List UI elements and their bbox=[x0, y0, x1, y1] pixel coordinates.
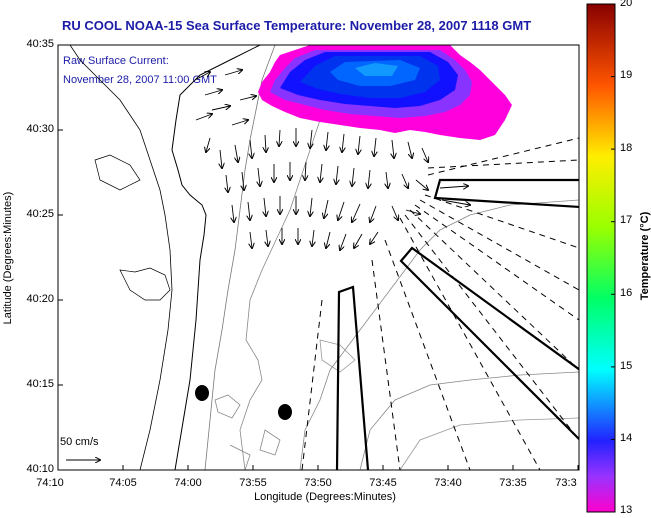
bathymetry-contour bbox=[299, 199, 579, 470]
x-tick-label: 73:50 bbox=[304, 477, 332, 489]
station-marker bbox=[278, 404, 292, 420]
x-tick-label: 73:55 bbox=[239, 477, 267, 489]
colorbar-tick-label: 15 bbox=[620, 360, 633, 372]
colorbar-tick-label: 18 bbox=[620, 142, 633, 154]
bathymetry-contour bbox=[229, 444, 251, 470]
y-tick-label: 40:30 bbox=[26, 123, 54, 135]
x-axis-label: Longitude (Degrees:Minutes) bbox=[254, 491, 396, 503]
x-tick-label: 73:3 bbox=[555, 477, 577, 489]
y-tick-label: 40:10 bbox=[26, 463, 54, 475]
subtitle-line-1: Raw Surface Current: bbox=[63, 55, 169, 67]
y-axis-label: Latitude (Degrees:Minutes) bbox=[2, 191, 14, 325]
colorbar-tick-label: 14 bbox=[620, 432, 633, 444]
bathymetry-contour bbox=[319, 339, 356, 373]
bathymetry-contour bbox=[214, 394, 241, 419]
y-tick-label: 40:35 bbox=[26, 38, 54, 50]
coastline bbox=[171, 45, 261, 470]
colorbar-tick-label: 19 bbox=[620, 69, 633, 81]
coastline-inner bbox=[69, 45, 173, 470]
colorbar-tick-label: 13 bbox=[620, 504, 633, 516]
y-tick-label: 40:25 bbox=[26, 208, 54, 220]
map-title: RU COOL NOAA-15 Sea Surface Temperature:… bbox=[62, 18, 532, 33]
axis-ticks bbox=[57, 44, 579, 471]
station-marker bbox=[195, 385, 209, 401]
colorbar bbox=[586, 3, 616, 513]
x-tick-label: 73:45 bbox=[369, 477, 397, 489]
x-tick-label: 74:00 bbox=[174, 477, 202, 489]
current-subtitle: Raw Surface Current: November 28, 2007 1… bbox=[63, 52, 217, 90]
radar-beam-outlines bbox=[335, 178, 579, 470]
colorbar-tick-label: 20 bbox=[620, 0, 633, 9]
colorbar-tick-label: 16 bbox=[620, 287, 633, 299]
x-tick-label: 74:10 bbox=[36, 477, 64, 489]
y-tick-label: 40:15 bbox=[26, 378, 54, 390]
x-tick-label: 73:40 bbox=[434, 477, 462, 489]
bathymetry-contour bbox=[204, 45, 276, 470]
colorbar-ticks bbox=[611, 3, 615, 513]
y-tick-label: 40:20 bbox=[26, 293, 54, 305]
radar-beam-lines bbox=[301, 137, 579, 470]
colorbar-label: Temperature (°C) bbox=[639, 211, 651, 301]
bathymetry-contour bbox=[259, 429, 281, 456]
sst-patch bbox=[258, 45, 512, 140]
land-feature bbox=[94, 154, 141, 191]
bathymetry-contour bbox=[399, 417, 579, 470]
scale-label: 50 cm/s bbox=[60, 436, 99, 448]
x-tick-label: 73:35 bbox=[499, 477, 527, 489]
colorbar-tick-label: 17 bbox=[620, 214, 633, 226]
bathymetry-contour bbox=[359, 371, 579, 470]
x-tick-label: 74:05 bbox=[109, 477, 137, 489]
land-feature bbox=[119, 267, 171, 301]
current-vectors bbox=[194, 70, 470, 250]
subtitle-line-2: November 28, 2007 11:00 GMT bbox=[63, 74, 217, 86]
